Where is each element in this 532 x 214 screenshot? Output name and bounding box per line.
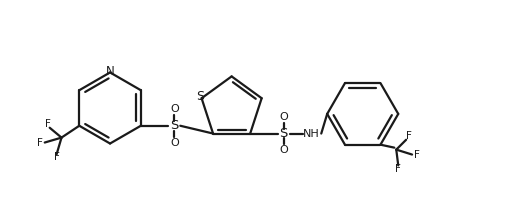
- Text: F: F: [406, 131, 412, 141]
- Text: F: F: [395, 164, 401, 174]
- Text: O: O: [170, 138, 179, 147]
- Text: O: O: [170, 104, 179, 114]
- Text: S: S: [197, 90, 205, 103]
- Text: O: O: [279, 145, 288, 155]
- Text: N: N: [106, 65, 114, 78]
- Text: S: S: [170, 119, 179, 132]
- Text: F: F: [414, 150, 420, 160]
- Text: F: F: [37, 138, 43, 147]
- Text: O: O: [279, 112, 288, 122]
- Text: NH: NH: [303, 129, 320, 138]
- Text: F: F: [54, 152, 60, 162]
- Text: F: F: [45, 119, 51, 129]
- Text: S: S: [279, 127, 288, 140]
